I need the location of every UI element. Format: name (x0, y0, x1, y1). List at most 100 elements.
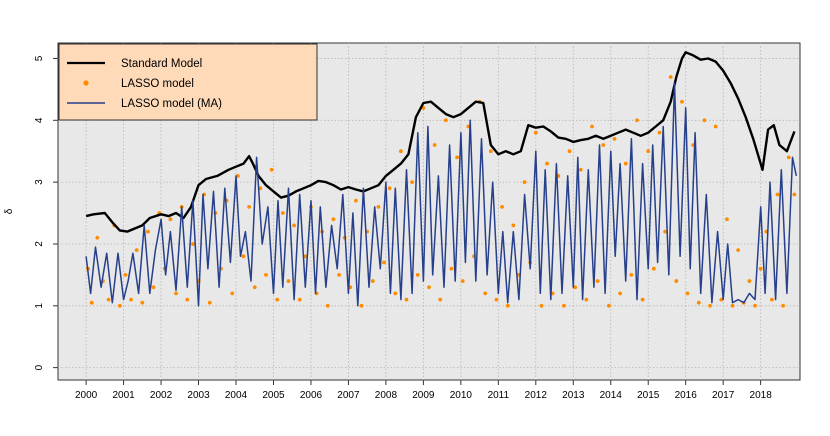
x-tick-label: 2000 (75, 390, 98, 401)
lasso-point (264, 272, 268, 277)
lasso-point (331, 217, 336, 222)
lasso-point (134, 248, 139, 253)
axes: 2000 2001 2002 2003 2004 2005 2006 2007 2008 2009… (4, 55, 772, 401)
lasso-point (601, 143, 606, 147)
lasso-point (713, 124, 718, 129)
lasso-point (578, 167, 583, 172)
y-axis-label: δ (4, 208, 15, 214)
x-tick-label: 2007 (337, 390, 360, 401)
lasso-point (595, 279, 600, 283)
legend-label: Standard Model (121, 58, 202, 70)
lasso-point (573, 285, 578, 290)
x-tick-label: 2008 (375, 390, 398, 401)
x-tick-label: 2010 (450, 390, 473, 401)
legend-label: LASSO model (121, 78, 194, 90)
lasso-point (696, 300, 701, 305)
lasso-point (725, 217, 729, 222)
x-tick-label: 2014 (600, 390, 623, 401)
lasso-point (623, 161, 628, 166)
lasso-point (129, 297, 133, 302)
lasso-point (438, 297, 443, 302)
lasso-point (719, 297, 724, 302)
lasso-point (736, 248, 741, 253)
lasso-point (786, 155, 791, 160)
lasso-point (663, 229, 667, 234)
lasso-point (590, 124, 594, 129)
x-tick-label: 2011 (488, 390, 510, 401)
lasso-point (241, 254, 246, 259)
lasso-point (140, 300, 145, 305)
lasso-point (567, 149, 572, 154)
lasso-point (618, 291, 623, 296)
lasso-point (292, 223, 296, 228)
lasso-point (117, 303, 122, 308)
x-tick-label: 2004 (225, 390, 248, 401)
lasso-point (376, 204, 381, 209)
lasso-point (146, 229, 150, 234)
lasso-point (370, 279, 375, 283)
lasso-point (191, 242, 195, 246)
x-tick-label: 2012 (525, 390, 548, 401)
x-tick-label: 2001 (112, 390, 135, 401)
lasso-point (545, 161, 549, 166)
lasso-point (247, 204, 252, 209)
lasso-point (539, 303, 544, 308)
x-tick-label: 2003 (187, 390, 210, 401)
x-tick-label: 2005 (262, 390, 285, 401)
lasso-point (562, 303, 566, 308)
lasso-point (258, 186, 263, 191)
lasso-point (275, 297, 280, 302)
lasso-point (792, 192, 797, 197)
y-tick-label: 4 (34, 117, 45, 123)
lasso-point (432, 143, 437, 147)
lasso-point (657, 130, 662, 135)
lasso-point (511, 223, 516, 228)
lasso-point (269, 167, 274, 172)
lasso-point (753, 303, 757, 308)
y-tick-label: 0 (34, 364, 45, 370)
series (85, 51, 798, 308)
lasso-point (443, 118, 448, 123)
lasso-point (168, 217, 173, 222)
lasso-point (769, 297, 774, 302)
lasso-point (522, 180, 527, 185)
lasso-point (359, 303, 364, 308)
lasso-point (106, 297, 111, 302)
lasso-point (584, 297, 589, 302)
legend-swatch-point (83, 80, 89, 86)
lasso-point (747, 279, 752, 283)
x-tick-label: 2015 (637, 390, 660, 401)
lasso-point (483, 291, 488, 296)
lasso-point (702, 118, 707, 123)
lasso-point (387, 186, 392, 191)
lasso-point (297, 297, 302, 302)
x-tick-label: 2002 (150, 390, 173, 401)
lasso-point (775, 192, 780, 197)
lasso-point (708, 303, 712, 308)
lasso-point (337, 272, 341, 277)
lasso-point (781, 303, 786, 308)
lasso-point (230, 291, 235, 296)
x-tick-label: 2016 (675, 390, 698, 401)
lasso-point (404, 297, 409, 302)
lasso-point (612, 136, 617, 141)
lasso-point (685, 291, 690, 296)
x-tick-label: 2017 (712, 390, 735, 401)
lasso-point (651, 266, 656, 271)
lasso-point (427, 285, 431, 290)
lasso-point (494, 297, 499, 302)
y-tick-label: 2 (34, 241, 45, 247)
lasso-point (398, 149, 403, 154)
lasso-point (449, 266, 454, 271)
lasso-point (123, 272, 128, 277)
x-tick-label: 2006 (300, 390, 323, 401)
lasso-point (460, 279, 465, 283)
lasso-point (680, 99, 684, 104)
lasso-point (635, 118, 639, 123)
lasso-point (640, 297, 645, 302)
lasso-point (235, 174, 240, 178)
legend: Standard Model LASSO model LASSO model (MA… (58, 43, 318, 121)
lasso-point (629, 272, 634, 277)
